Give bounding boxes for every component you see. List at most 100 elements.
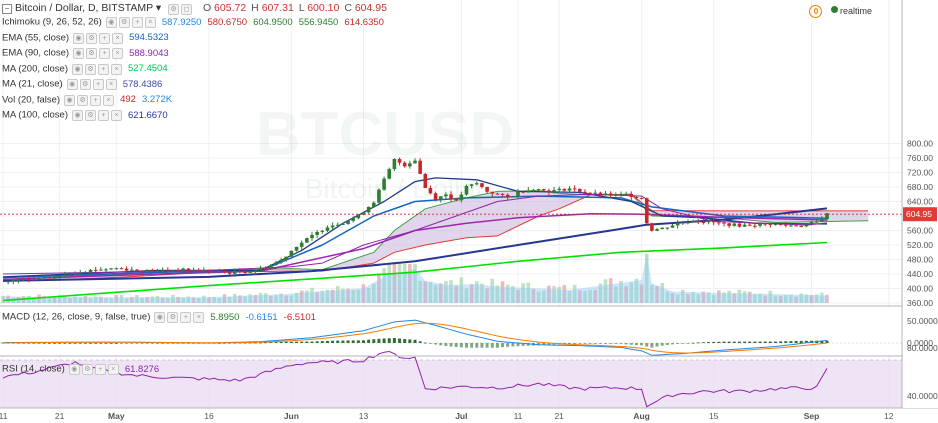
macd-histogram-bar: [737, 341, 741, 343]
volume-bar: [258, 292, 263, 303]
time-tick-label: 12: [884, 411, 894, 421]
macd-histogram-bar: [346, 340, 350, 343]
macd-histogram-bar: [42, 342, 46, 344]
indicator-buttons[interactable]: ◉ ⚙ + ×: [73, 46, 125, 60]
indicator-value: 492: [120, 94, 136, 106]
indicator-buttons[interactable]: ◉ ⚙ + ×: [105, 15, 158, 29]
macd-histogram-bar: [784, 341, 788, 343]
volume-bar: [588, 289, 592, 303]
macd-signal-line: [3, 322, 828, 354]
macd-histogram-bar: [732, 341, 736, 343]
volume-bar: [747, 291, 752, 303]
volume-bar: [299, 290, 304, 303]
macd-histogram-bar: [392, 337, 396, 343]
collapse-icon[interactable]: −: [2, 4, 12, 14]
candle-body: [42, 277, 46, 279]
candle-body: [37, 277, 41, 280]
volume-bar: [521, 283, 525, 303]
indicator-buttons[interactable]: ◉ ⚙ + ×: [73, 31, 125, 45]
volume-bar: [274, 295, 278, 303]
macd-histogram-bar: [480, 343, 484, 348]
volume-bar: [330, 289, 335, 303]
series-buttons[interactable]: ⚙ ◻: [168, 1, 194, 16]
volume-bar: [505, 284, 510, 303]
candlesticks[interactable]: [6, 157, 829, 285]
dropdown-icon[interactable]: ▾: [155, 2, 162, 14]
candle-body: [809, 221, 814, 225]
macd-histogram-bar: [104, 342, 108, 344]
candle-body: [567, 188, 572, 191]
indicator-buttons[interactable]: ◉ ⚙ + ×: [72, 62, 124, 76]
macd-histogram-bar: [763, 341, 767, 343]
settings-icon: ⚙: [77, 94, 89, 106]
last-price-label: 604.95: [906, 209, 932, 219]
time-tick-label: May: [108, 411, 125, 421]
candle-body: [789, 225, 793, 227]
indicator-label: Vol (20, false): [2, 94, 61, 106]
macd-histogram-bar: [640, 343, 644, 346]
price-axis-bg: [903, 0, 938, 408]
settings-icon: ⚙: [86, 32, 98, 44]
volume-bar: [150, 296, 155, 303]
volume-bar: [778, 295, 783, 303]
candle-body: [346, 220, 350, 224]
volume-bar: [325, 289, 330, 303]
volume-bar: [294, 292, 299, 303]
indicator-buttons[interactable]: ◉ ⚙ + ×: [72, 108, 124, 122]
indicator-buttons[interactable]: ◉ ⚙ + ×: [68, 362, 121, 376]
candle-body: [804, 224, 809, 227]
add-icon: +: [98, 110, 109, 121]
volume-bar: [372, 283, 376, 303]
close-icon: ×: [112, 32, 124, 44]
indicator-buttons[interactable]: ◉ ⚙ + ×: [154, 310, 206, 324]
macd-histogram-bar: [351, 340, 355, 343]
macd-histogram-bar: [83, 342, 87, 344]
price-axis[interactable]: 800.00760.00720.00680.00640.00600.00560.…: [903, 0, 938, 408]
macd-histogram-bar: [722, 341, 726, 343]
candle-body: [449, 194, 453, 200]
indicator-buttons[interactable]: ◉ ⚙ + ×: [66, 77, 119, 91]
candle-body: [521, 191, 525, 193]
macd-histogram-bar: [264, 342, 268, 344]
macd-histogram-bar: [470, 343, 474, 348]
candle-body: [387, 169, 392, 179]
macd-histogram-bar: [387, 338, 391, 343]
volume-bar: [248, 294, 252, 303]
macd-histogram-bar: [598, 343, 602, 344]
macd-histogram-bar: [686, 343, 690, 344]
volume-bar: [799, 293, 804, 303]
indicator-value: 580.6750: [207, 16, 248, 28]
candle-body: [583, 191, 587, 193]
candle-body: [57, 275, 62, 278]
badge-icon[interactable]: 0: [809, 5, 823, 18]
macd-histogram-bar: [27, 342, 31, 344]
candle-body: [104, 269, 108, 271]
volume-bar: [408, 263, 412, 303]
candle-body: [541, 189, 546, 191]
macd-histogram-bar: [794, 340, 798, 343]
candle-body: [315, 231, 319, 235]
add-icon: +: [90, 94, 102, 106]
candle-body: [284, 256, 289, 260]
macd-histogram-bar: [619, 343, 623, 344]
macd-histogram-bar: [114, 342, 118, 344]
candle-body: [747, 224, 752, 226]
macd-histogram-bar: [799, 340, 803, 343]
close-icon: ×: [107, 364, 119, 375]
time-axis[interactable]: 11 21 May 16 Jun 13 Jul 11 21 Aug 15 Sep 12: [0, 411, 894, 421]
indicator-buttons[interactable]: ◉ ⚙ + ×: [64, 93, 116, 107]
candle-body: [711, 220, 716, 223]
macd-histogram-bar: [320, 341, 324, 343]
price-tick-label: 720.00: [907, 168, 933, 178]
macd-histogram-bar: [325, 340, 329, 343]
candle-body: [150, 269, 155, 272]
indicator-legend-row: MA (200, close) ◉ ⚙ + × 527.4504: [2, 62, 174, 76]
candle-body: [351, 218, 355, 221]
macd-histogram-bar: [583, 343, 587, 344]
macd-histogram-bar: [707, 342, 711, 343]
indicator-label: EMA (90, close): [2, 47, 70, 59]
macd-histogram-bar: [655, 343, 659, 347]
price-tick-label: 640.00: [907, 197, 933, 207]
volume-bar: [356, 289, 361, 303]
